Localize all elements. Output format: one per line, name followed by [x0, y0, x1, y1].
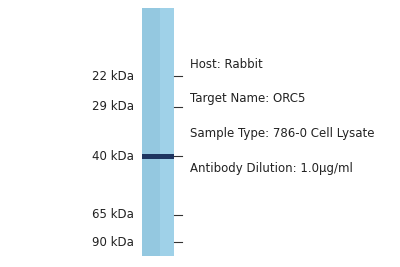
Text: 29 kDa: 29 kDa	[92, 100, 134, 113]
Bar	[142, 154, 174, 159]
Text: Sample Type: 786-0 Cell Lysate: Sample Type: 786-0 Cell Lysate	[190, 127, 374, 140]
Bar	[142, 8, 174, 256]
Text: Host: Rabbit: Host: Rabbit	[190, 58, 263, 70]
Bar	[160, 8, 174, 256]
Text: 22 kDa: 22 kDa	[92, 70, 134, 83]
Text: 90 kDa: 90 kDa	[92, 236, 134, 249]
Text: Antibody Dilution: 1.0µg/ml: Antibody Dilution: 1.0µg/ml	[190, 162, 353, 175]
Text: 40 kDa: 40 kDa	[92, 150, 134, 163]
Text: 65 kDa: 65 kDa	[92, 209, 134, 221]
Text: Target Name: ORC5: Target Name: ORC5	[190, 92, 305, 105]
